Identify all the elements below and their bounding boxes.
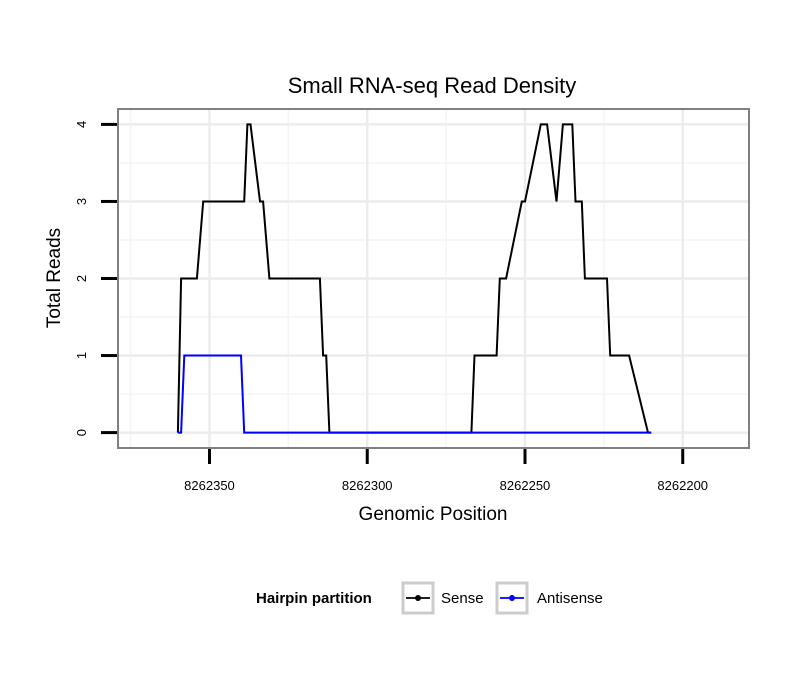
y-tick-label: 3	[74, 198, 89, 205]
legend-item-sense: Sense	[401, 581, 484, 615]
legend-marker-sense	[415, 595, 421, 601]
series-line-antisense	[177, 354, 652, 434]
x-tick-label: 8262300	[342, 478, 393, 493]
y-tick-label: 0	[74, 429, 89, 436]
legend-label-sense: Sense	[441, 590, 484, 607]
legend: Hairpin partition Sense Antisense	[256, 581, 603, 615]
y-axis: 0 1 2 3 4	[74, 121, 117, 436]
series-line-sense	[176, 123, 652, 434]
x-tick-label: 8262250	[500, 478, 551, 493]
plot-border	[117, 108, 750, 449]
y-tick-label: 1	[74, 352, 89, 359]
legend-title: Hairpin partition	[256, 590, 372, 607]
y-axis-title: Total Reads	[44, 228, 65, 328]
chart-title: Small RNA-seq Read Density	[288, 73, 577, 98]
y-tick-label: 2	[74, 275, 89, 282]
x-axis: 8262350 8262300 8262250 8262200	[184, 449, 708, 493]
x-axis-title: Genomic Position	[359, 504, 508, 525]
x-tick-label: 8262200	[657, 478, 708, 493]
legend-item-antisense: Antisense	[495, 581, 603, 615]
series-layer	[176, 123, 652, 434]
legend-marker-antisense	[509, 595, 515, 601]
legend-label-antisense: Antisense	[537, 590, 603, 607]
x-tick-label: 8262350	[184, 478, 235, 493]
y-tick-label: 4	[74, 121, 89, 128]
